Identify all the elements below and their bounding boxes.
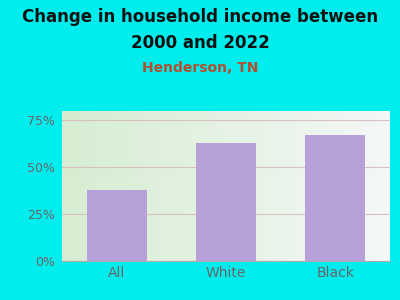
Text: 2000 and 2022: 2000 and 2022 [131, 34, 269, 52]
Text: Change in household income between: Change in household income between [22, 8, 378, 26]
Bar [305, 135, 366, 261]
Text: Henderson, TN: Henderson, TN [142, 61, 258, 76]
Bar [196, 143, 256, 261]
Bar [86, 190, 147, 261]
